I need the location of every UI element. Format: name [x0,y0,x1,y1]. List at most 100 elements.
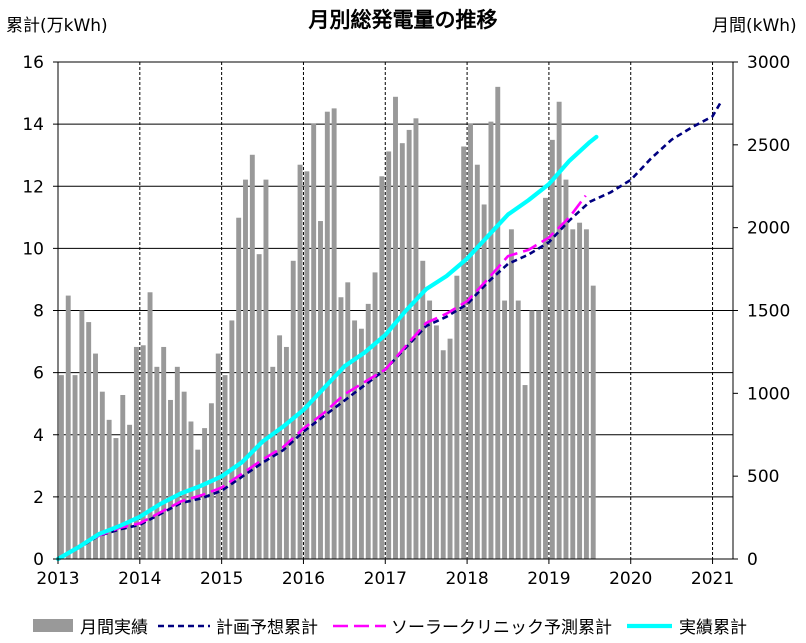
bar [72,375,78,559]
bar [106,419,112,559]
bar [236,217,242,559]
bar [563,179,569,559]
left-tick-label: 14 [22,115,44,135]
bar [529,310,535,559]
bar [549,139,555,559]
bar [427,300,433,559]
legend-label-monthly: 月間実績 [80,618,148,638]
bar [215,353,221,559]
bar [256,254,262,559]
bar [133,346,139,559]
bar [249,154,255,560]
right-tick-label: 2500 [747,136,790,156]
actual-cumulative-line [55,134,599,562]
right-tick-label: 2000 [747,219,790,239]
right-tick-label: 0 [747,550,758,570]
bar [447,338,453,559]
bar [277,335,283,559]
line-series [55,101,722,562]
bar [338,297,344,559]
bar [99,391,105,559]
bar [283,346,289,559]
bar [113,438,119,559]
bar [127,424,133,559]
bar [590,285,596,559]
bar [515,300,521,559]
legend-label-forecast: ソーラークリニック予測累計 [391,618,612,638]
bar [331,108,337,560]
bar [502,300,508,559]
bar [420,260,426,559]
right-tick-label: 1500 [747,302,790,322]
x-tick-label: 2019 [527,569,570,589]
bar [570,229,576,559]
bar [508,229,514,559]
legend-label-actual: 実績累計 [679,618,747,638]
bar [406,129,412,559]
planned-cumulative-line [57,101,722,561]
bar [270,366,276,559]
bar [154,366,160,559]
bar [222,375,228,559]
bar [379,176,385,559]
x-tick-label: 2021 [691,569,734,589]
axis-ticks: 0 2 4 6 8 10 12 14 16 0 500 1000 1500 2000 2500 3000 201… [22,53,790,589]
bar [372,272,378,559]
bar [79,310,85,559]
left-tick-label: 6 [33,364,44,384]
bar [181,391,187,559]
bar [495,86,501,559]
chart-title: 月別総発電量の推移 [308,8,498,32]
bar [297,164,303,560]
bar [304,171,310,559]
bar [522,385,528,559]
left-tick-label: 0 [33,550,44,570]
x-tick-label: 2015 [200,569,243,589]
bar [461,146,467,560]
bar [311,123,317,560]
x-tick-label: 2016 [282,569,325,589]
bar [474,164,480,560]
bar [468,123,473,560]
bar [488,121,494,559]
bar [174,366,180,559]
bar [365,303,371,559]
bar [433,325,439,559]
bar [168,399,173,559]
bar [229,320,235,559]
left-tick-label: 8 [33,302,44,322]
bar [140,345,146,559]
forecast-cumulative-line [57,194,587,561]
left-tick-label: 12 [22,177,44,197]
bar [583,229,589,559]
x-tick-label: 2013 [36,569,79,589]
x-tick-label: 2018 [445,569,488,589]
right-axis-title: 月間(kWh) [712,16,797,36]
legend: 月間実績 計画予想累計 ソーラークリニック予測累計 実績累計 [33,618,747,638]
bar [290,260,296,559]
bar [195,449,201,559]
x-tick-label: 2014 [118,569,161,589]
bar [352,320,358,559]
bar [58,375,64,559]
bar [324,111,330,559]
bar [393,96,398,559]
bar [386,151,392,559]
legend-swatch-monthly [33,619,73,632]
x-tick-label: 2020 [609,569,652,589]
x-tick-label: 2017 [364,569,407,589]
bar [263,179,269,559]
left-tick-label: 16 [22,53,44,73]
bar [577,222,583,560]
right-tick-label: 1000 [747,384,790,404]
bar [147,292,153,559]
bar [65,295,71,559]
bar [120,394,126,559]
left-tick-label: 4 [33,426,44,446]
bar [413,118,419,560]
bar [543,197,548,559]
bar [161,346,167,559]
left-axis-title: 累計(万kWh) [6,16,108,36]
bar [86,322,92,559]
